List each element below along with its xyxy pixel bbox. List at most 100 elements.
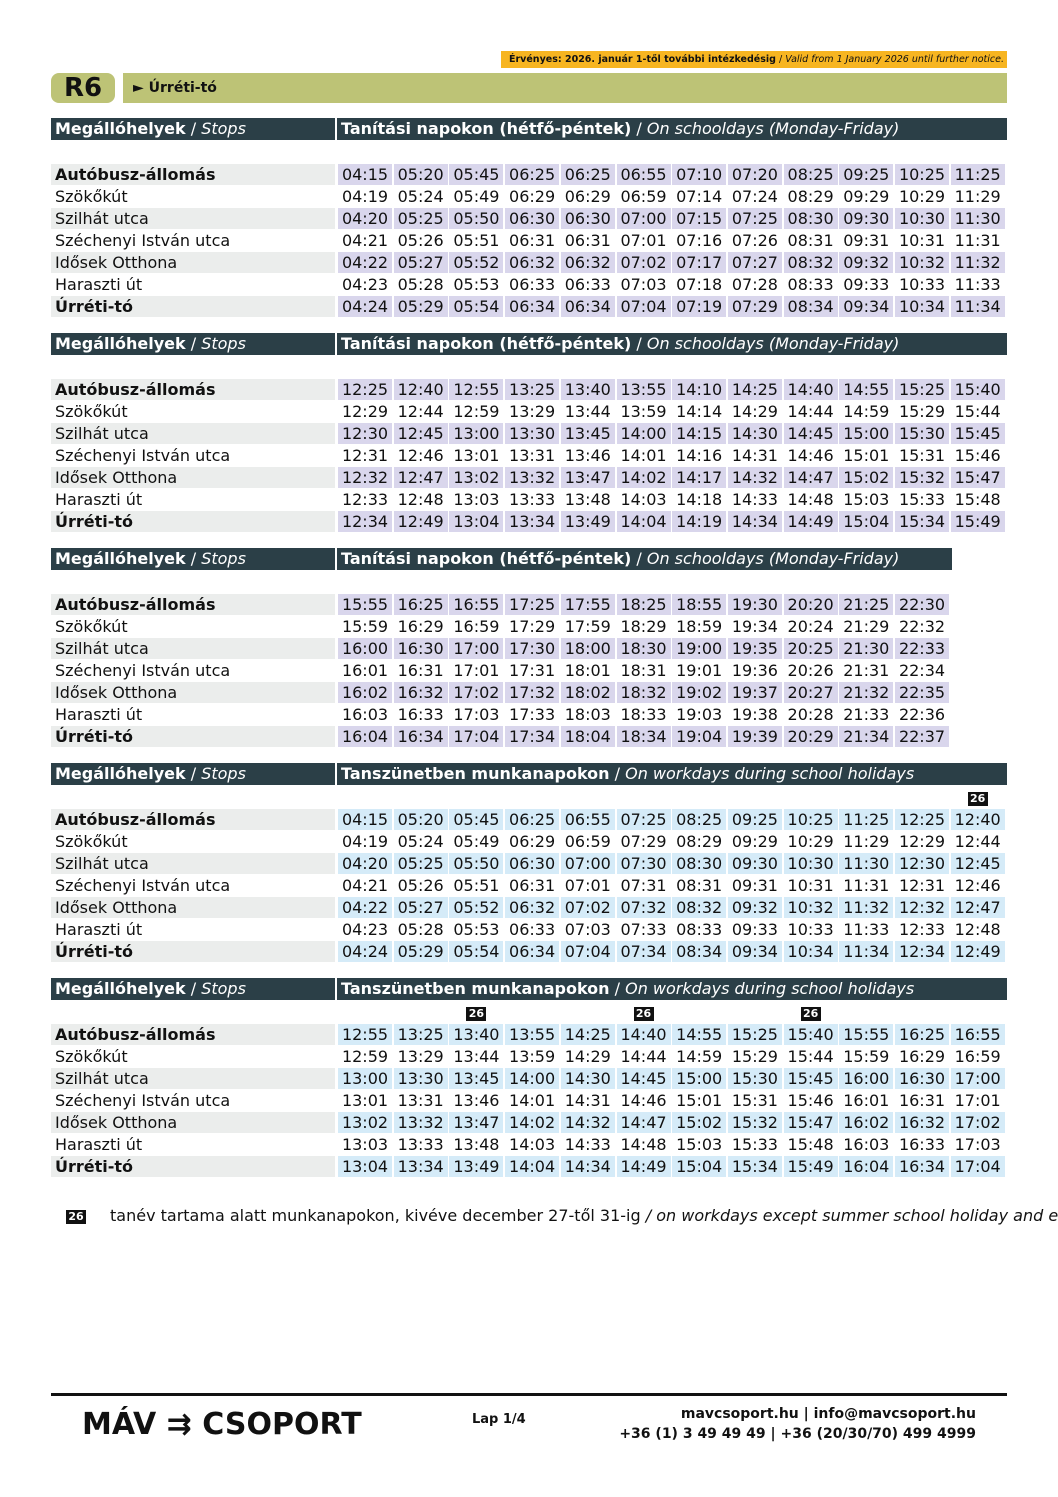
validity-banner: Érvényes: 2026. január 1-től további int… [501,51,1007,68]
departure-time: 14:18 [676,490,723,509]
service-header-en: On schooldays (Monday-Friday) [646,549,900,568]
departure-time: 14:45 [783,423,838,444]
mav-csoport-logo: MÁV ⇉ CSOPORT [82,1407,362,1442]
departure-time: 15:04 [839,511,894,532]
table-row: Autóbusz-állomás 04:15 05:20 05:45 06:25 06:5… [51,809,1007,830]
stop-name: Szökőkút [55,832,128,851]
departure-time: 14:34 [727,511,782,532]
departure-time: 14:48 [787,490,834,509]
departure-time: 14:55 [839,379,894,400]
stops-header-en: Stops [201,334,246,353]
departure-time: 07:01 [620,231,667,250]
departure-time: 14:10 [672,379,727,400]
departure-time: 09:29 [731,832,778,851]
stop-name: Szilhát utca [51,638,335,659]
stop-name: Úrréti-tó [51,726,335,747]
departure-time: 18:33 [620,705,667,724]
departure-time: 16:33 [898,1135,946,1154]
departure-time: 15:29 [731,1047,778,1066]
departure-time: 12:29 [341,402,389,421]
departure-time: 15:32 [895,467,949,488]
table-row: Autóbusz-állomás 04:15 05:20 05:45 06:25 06:2… [51,164,1007,185]
departure-time: 12:49 [950,941,1005,962]
footnote-en: / on workdays except summer school holid… [645,1206,1058,1225]
departure-time: 13:49 [560,511,615,532]
departure-time: 17:32 [505,682,560,703]
departure-time: 22:35 [895,682,949,703]
departure-time: 07:20 [727,164,782,185]
departure-time: 15:46 [787,1091,834,1110]
departure-time: 04:20 [338,208,392,229]
stop-name: Széchenyi István utca [55,231,231,250]
departure-time: 15:47 [783,1112,838,1133]
departure-time: 04:19 [341,187,389,206]
departure-time: 14:44 [620,1047,667,1066]
departure-time: 05:45 [449,164,504,185]
departure-time: 05:20 [393,809,448,830]
departure-time: 14:33 [731,490,778,509]
stop-name: Szökőkút [55,402,128,421]
departure-time: 13:46 [453,1091,500,1110]
departure-time: 07:25 [727,208,782,229]
departure-time: 15:02 [672,1112,727,1133]
departure-time: 19:02 [672,682,727,703]
departure-time: 20:20 [783,594,838,615]
departure-time: 08:34 [783,296,838,317]
footnote: 26 tanév tartama alatt munkanapokon, kivé… [66,1206,1058,1225]
table-row: Szilhát utca 12:30 12:45 13:00 13:30 13:45 14:… [51,423,1007,444]
departure-time: 09:32 [727,897,782,918]
departure-time: 11:32 [839,897,894,918]
departure-time: 13:34 [505,511,560,532]
table-row: Haraszti út 12:33 12:48 13:03 13:33 13:48 14:0… [51,489,1007,510]
departure-time: 12:40 [393,379,448,400]
departure-time: 22:32 [898,617,946,636]
departure-time: 13:40 [560,379,615,400]
departure-time: 16:01 [341,661,389,680]
departure-time: 13:03 [453,490,500,509]
departure-time: 14:01 [620,446,667,465]
departure-time: 04:19 [341,832,389,851]
departure-time: 19:30 [727,594,782,615]
departure-time: 06:33 [509,920,556,939]
departure-time: 14:30 [560,1068,615,1089]
stop-name: Szökőkút [55,617,128,636]
departure-time: 13:00 [449,423,504,444]
departure-time: 18:00 [560,638,615,659]
departure-time: 07:25 [616,809,671,830]
footnote-marker: 26 [66,1209,86,1224]
departure-time: 22:34 [898,661,946,680]
departure-time: 16:33 [397,705,444,724]
table-row: Szilhát utca 13:00 13:30 13:45 14:00 14:30 14:… [51,1068,1007,1089]
departure-time: 14:47 [783,467,838,488]
departure-time: 15:30 [895,423,949,444]
departure-time: 22:36 [898,705,946,724]
departure-time: 07:32 [616,897,671,918]
departure-time: 21:29 [843,617,890,636]
departure-time: 06:59 [620,187,667,206]
departure-time: 11:29 [954,187,1001,206]
service-header: Tanszünetben munkanapokon / On workdays … [337,763,1008,785]
departure-time: 14:02 [616,467,671,488]
departure-time: 13:44 [453,1047,500,1066]
departure-time: 16:02 [839,1112,894,1133]
departure-time: 15:32 [727,1112,782,1133]
departure-time: 15:04 [672,1156,727,1177]
departure-time: 10:33 [898,275,946,294]
departure-time: 06:34 [560,296,615,317]
departure-time: 13:47 [449,1112,504,1133]
departure-time: 12:55 [449,379,504,400]
departure-time: 12:44 [397,402,444,421]
stop-name: Széchenyi István utca [55,876,231,895]
table-row: Szilhát utca 16:00 16:30 17:00 17:30 18:00 18:… [51,638,1007,659]
service-header-hu: Tanítási napokon (hétfő-péntek) [341,119,632,138]
departure-time: 14:59 [843,402,890,421]
stops-header-hu: Megállóhelyek [55,979,186,998]
departure-time: 14:34 [560,1156,615,1177]
departure-time: 12:30 [895,853,949,874]
departure-time: 13:33 [397,1135,444,1154]
departure-time: 13:04 [338,1156,392,1177]
departure-time: 06:25 [505,809,560,830]
departure-time: 14:25 [727,379,782,400]
stop-name: Idősek Otthona [51,252,335,273]
departure-time: 04:23 [341,275,389,294]
